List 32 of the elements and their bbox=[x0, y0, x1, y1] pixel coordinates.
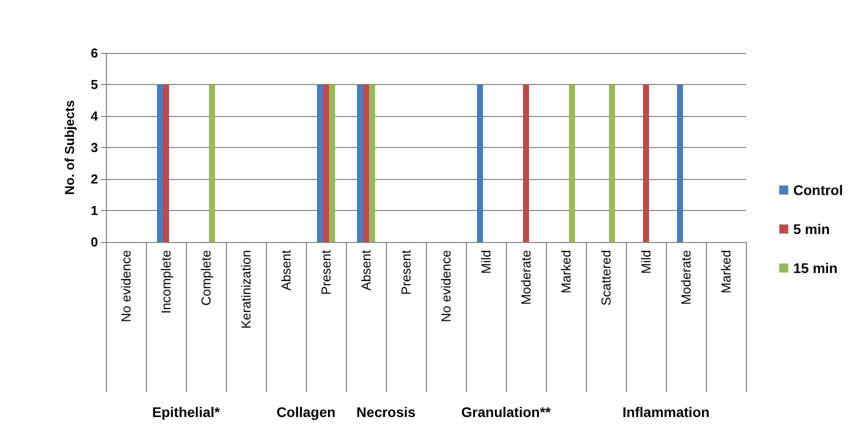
y-axis-title: No. of Subjects bbox=[62, 100, 77, 195]
x-tick-label: Mild bbox=[638, 250, 654, 274]
text: Necrosis bbox=[356, 404, 416, 420]
y-tick-label: 6 bbox=[90, 46, 98, 60]
x-tick-label: Marked bbox=[718, 250, 734, 294]
text: Collagen bbox=[276, 404, 336, 420]
y-tick-label: 3 bbox=[90, 140, 98, 155]
x-tick-label: No evidence bbox=[438, 250, 454, 322]
legend-label: Control bbox=[793, 182, 843, 198]
x-tick-label: Absent bbox=[358, 250, 374, 290]
y-tick-label: 5 bbox=[90, 77, 98, 92]
y-tick-label: 1 bbox=[90, 203, 98, 218]
y-tick-label: 4 bbox=[90, 108, 99, 124]
x-tick-label: Moderate bbox=[678, 250, 694, 305]
x-tick-label: Present bbox=[398, 250, 414, 295]
x-tick-label: Incomplete bbox=[158, 250, 174, 314]
y-tick-label: 2 bbox=[90, 172, 98, 186]
x-tick-label: Moderate bbox=[518, 250, 534, 305]
x-tick-label: Mild bbox=[478, 250, 494, 274]
x-tick-label: Absent bbox=[278, 250, 294, 290]
x-tick-label: No evidence bbox=[118, 250, 134, 322]
legend-label: 15 min bbox=[793, 260, 838, 276]
text: Granulation** bbox=[461, 404, 552, 420]
x-tick-label: Present bbox=[318, 250, 334, 295]
x-tick-label: Complete bbox=[198, 250, 214, 306]
legend-label: 5 min bbox=[793, 221, 830, 237]
x-tick-label: Keratinization bbox=[238, 250, 254, 329]
x-tick-label: Scattered bbox=[598, 250, 614, 306]
y-tick-label: 0 bbox=[90, 234, 98, 250]
text: Inflammation bbox=[622, 404, 710, 420]
text: Epithelial* bbox=[152, 404, 220, 420]
x-tick-label: Marked bbox=[558, 250, 574, 294]
